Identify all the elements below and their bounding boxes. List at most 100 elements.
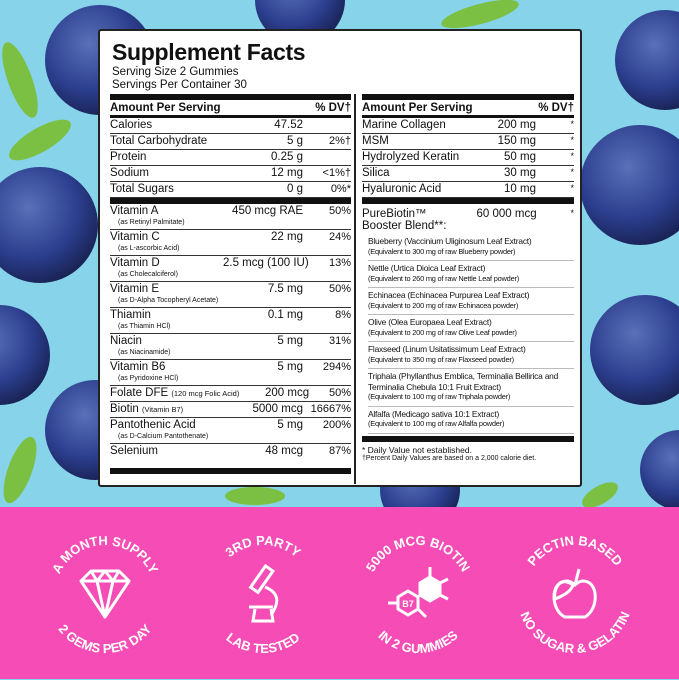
badge-graphic: 3RD PARTY LAB TESTED — [222, 533, 304, 657]
svg-text:LAB TESTED: LAB TESTED — [224, 630, 303, 657]
table-header: Amount Per Serving % DV† — [362, 100, 574, 118]
nutrient-name: Folate DFE (120 mcg Folic Acid) — [110, 387, 239, 399]
vitamin-row: Vitamin C (as L-ascorbic Acid) 22 mg 24% — [110, 230, 351, 256]
nutrient-label: MSM — [362, 135, 389, 147]
divider — [110, 94, 351, 100]
badge-top-text: 5000 MCG BIOTIN — [363, 533, 473, 574]
blend-name: PureBiotin™ Booster Blend**: — [362, 208, 447, 232]
blueberry-icon — [0, 0, 679, 510]
nutrient-dv: 24% — [328, 231, 351, 243]
nutrient-label: Silica — [362, 167, 390, 179]
molecule-icon: B7 — [388, 567, 449, 619]
blend-item-equivalent: (Equivalent to 260 mg of raw Nettle Leaf… — [368, 273, 520, 283]
nutrient-amount: 2.5 mcg (100 IU) — [223, 257, 309, 269]
nutrient-amount: 450 mcg RAE — [232, 205, 303, 217]
blend-item: Echinacea (Echinacea Purpurea Leaf Extra… — [368, 288, 574, 315]
blend-dv: * — [570, 208, 574, 218]
badge-bottom-text: IN 2 GUMMIES — [375, 627, 460, 656]
nutrient-amount: 12 mg — [271, 167, 303, 179]
nutrient-label: Total Carbohydrate — [110, 135, 208, 147]
nutrient-name: Pantothenic Acid (as D-Calcium Pantothena… — [110, 419, 223, 441]
vitamin-row: Vitamin E (as D-Alpha Tocopheryl Acetate)… — [110, 282, 351, 308]
nutrient-amount: 150 mg — [497, 135, 536, 147]
right-column: Amount Per Serving % DV† Marine Collagen 2… — [354, 94, 574, 484]
blend-item-name: Triphala (Phyllanthus Emblica, Terminali… — [368, 371, 559, 392]
nutrient-amount: 5 mg — [277, 335, 303, 347]
blend-item-equivalent: (Equivalent to 350 mg of raw Flaxseed po… — [368, 354, 514, 364]
nutrient-dv: * — [570, 183, 574, 193]
blend-item-name: Nettle (Urtica Dioica Leaf Extract) — [368, 263, 486, 273]
nutrient-name: Marine Collagen — [362, 119, 462, 131]
nutrient-label: Calories — [110, 119, 153, 131]
badge-graphic: A MONTH SUPPLY 2 GEMS PER DAY — [49, 533, 162, 656]
blueberry-background — [0, 0, 679, 510]
blend-item-equivalent: (Equivalent to 200 mg of raw Olive Leaf … — [368, 327, 517, 337]
macro-row: Protein 0.25 g — [110, 150, 351, 166]
blend-item-name: Blueberry (Vaccinium Uliginosum Leaf Ext… — [368, 236, 532, 246]
vitamin-row: Biotin (Vitamin B7) 5000 mcg 16667% — [110, 402, 351, 418]
macro-row: Total Sugars 0 g 0%* — [110, 182, 351, 198]
nutrient-amount: 0.1 mg — [267, 309, 303, 321]
nutrient-name: Protein — [110, 151, 223, 163]
nutrient-amount: 10 mg — [504, 183, 536, 195]
blend-item-equivalent: (Equivalent to 100 mg of raw Alfalfa pow… — [368, 419, 505, 428]
header-dv: % DV† — [315, 101, 351, 114]
footnote-percent: †Percent Daily Values are based on a 2,0… — [362, 454, 537, 462]
nutrient-label: Total Sugars — [110, 183, 174, 195]
panel-title: Supplement Facts — [112, 39, 306, 65]
nutrient-dv: * — [570, 151, 574, 161]
ingredient-row: Silica 30 mg * — [362, 166, 574, 182]
header-amount: Amount Per Serving — [110, 101, 221, 114]
blend-item-equivalent: (Equivalent to 300 mg of raw Blueberry p… — [368, 246, 516, 256]
microscope-icon — [248, 563, 279, 623]
vitamin-row: Vitamin B6 (as Pyridoxine HCl) 5 mg 294% — [110, 360, 351, 386]
vitamin-row: Pantothenic Acid (as D-Calcium Pantothena… — [110, 418, 351, 444]
divider — [110, 468, 351, 474]
blend-item: Blueberry (Vaccinium Uliginosum Leaf Ext… — [368, 234, 574, 261]
nutrient-dv: 8% — [335, 309, 351, 321]
nutrient-label: Vitamin E — [110, 283, 160, 295]
footnote-dv: * Daily Value not established. — [362, 444, 472, 455]
svg-text:B7: B7 — [402, 599, 414, 609]
blend-item-name: Echinacea (Echinacea Purpurea Leaf Extra… — [368, 290, 530, 300]
macro-row: Sodium 12 mg <1%† — [110, 166, 351, 182]
blend-item: Olive (Olea Europaea Leaf Extract) (Equiv… — [368, 315, 574, 342]
feature-badge: A MONTH SUPPLY 2 GEMS PER DAY — [25, 515, 185, 675]
blend-amount: 60 000 mcg — [476, 208, 537, 220]
nutrient-dv: 2%† — [328, 135, 351, 147]
nutrient-label: Niacin — [110, 335, 142, 347]
badge-top-text: PECTIN BASED — [524, 533, 625, 569]
leaf-icon — [2, 0, 618, 508]
nutrient-amount: 47.52 — [274, 119, 303, 131]
nutrient-name: Vitamin C (as L-ascorbic Acid) — [110, 231, 223, 253]
divider — [362, 435, 574, 442]
nutrient-dv: 13% — [328, 257, 351, 269]
nutrient-amount: 48 mcg — [265, 445, 303, 457]
nutrient-dv: 50% — [328, 205, 351, 217]
vitamin-row: Folate DFE (120 mcg Folic Acid) 200 mcg 50… — [110, 386, 351, 402]
feature-badge: 3RD PARTY LAB TESTED — [183, 515, 343, 675]
nutrient-source: (as D-Alpha Tocopheryl Acetate) — [118, 297, 219, 304]
badge-graphic: PECTIN BASED NO SUGAR & GELATIN — [517, 533, 632, 656]
nutrient-label: Vitamin B6 — [110, 361, 166, 373]
nutrient-label: Vitamin C — [110, 231, 160, 243]
nutrient-note: (120 mcg Folic Acid) — [171, 389, 240, 398]
vitamin-row: Niacin (as Niacinamide) 5 mg 31% — [110, 334, 351, 360]
blend-item: Flaxseed (Linum Usitatissimum Leaf Extra… — [368, 342, 574, 369]
svg-text:3RD PARTY: 3RD PARTY — [222, 533, 304, 560]
nutrient-name: Niacin (as Niacinamide) — [110, 335, 223, 357]
nutrient-label: Selenium — [110, 445, 158, 457]
vitamin-row: Vitamin A (as Retinyl Palmitate) 450 mcg R… — [110, 204, 351, 230]
nutrient-dv: 50% — [328, 387, 351, 399]
nutrient-name: Silica — [362, 167, 462, 179]
nutrient-source: (as Thiamin HCl) — [118, 323, 171, 330]
macro-row: Calories 47.52 — [110, 118, 351, 134]
supplement-facts-panel: Supplement Facts Serving Size 2 Gummies … — [98, 29, 582, 487]
nutrient-label: Vitamin D — [110, 257, 160, 269]
header-dv: % DV† — [538, 101, 574, 114]
left-column: Amount Per Serving % DV† Calories 47.52 Tot… — [110, 94, 351, 474]
svg-text:PECTIN BASED: PECTIN BASED — [524, 533, 625, 569]
svg-text:5000 MCG BIOTIN: 5000 MCG BIOTIN — [363, 533, 473, 574]
nutrient-amount: 200 mcg — [265, 387, 310, 399]
nutrient-name: Vitamin A (as Retinyl Palmitate) — [110, 205, 223, 227]
